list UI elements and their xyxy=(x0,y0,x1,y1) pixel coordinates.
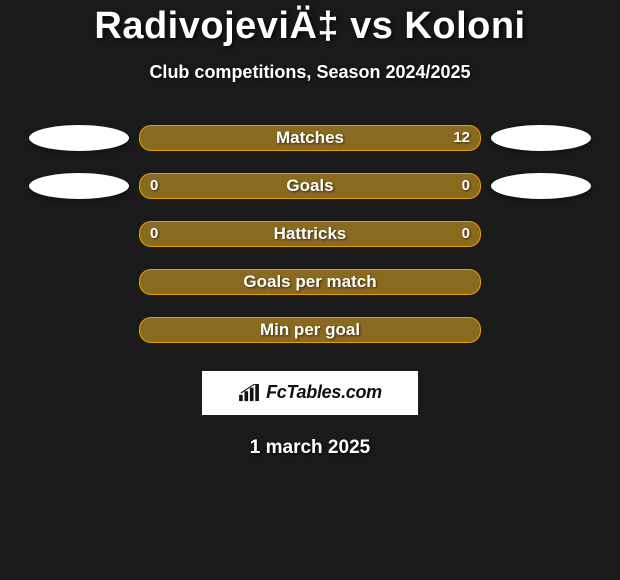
stat-rows: Matches 12 0 Goals 0 0 Hattricks 0 Goals per mat… xyxy=(0,125,620,343)
stat-bar: Matches 12 xyxy=(139,125,481,151)
stat-label: Goals xyxy=(286,176,333,196)
stat-bar: 0 Goals 0 xyxy=(139,173,481,199)
stat-row: 0 Goals 0 xyxy=(0,173,620,199)
site-badge[interactable]: FcTables.com xyxy=(202,371,418,415)
stat-row: 0 Hattricks 0 xyxy=(0,221,620,247)
chart-icon xyxy=(238,384,260,402)
player-left-marker xyxy=(29,173,129,199)
stat-bar: 0 Hattricks 0 xyxy=(139,221,481,247)
stat-label: Matches xyxy=(276,128,344,148)
stat-left-value: 0 xyxy=(150,177,158,194)
page-title: RadivojeviÄ‡ vs Koloni xyxy=(0,4,620,50)
stat-bar: Goals per match xyxy=(139,269,481,295)
player-right-marker xyxy=(491,173,591,199)
stat-right-value: 0 xyxy=(462,225,470,242)
player-left-marker xyxy=(29,125,129,151)
stat-row: Matches 12 xyxy=(0,125,620,151)
stat-left-value: 0 xyxy=(150,225,158,242)
stat-label: Hattricks xyxy=(274,224,347,244)
stat-row: Min per goal xyxy=(0,317,620,343)
player-right-marker xyxy=(491,125,591,151)
stat-label: Min per goal xyxy=(260,320,360,340)
subtitle: Club competitions, Season 2024/2025 xyxy=(0,62,620,83)
stat-row: Goals per match xyxy=(0,269,620,295)
stat-right-value: 0 xyxy=(462,177,470,194)
badge-text: FcTables.com xyxy=(266,382,382,403)
stat-label: Goals per match xyxy=(243,272,376,292)
stat-right-value: 12 xyxy=(453,129,470,146)
container: RadivojeviÄ‡ vs Koloni Club competitions… xyxy=(0,0,620,459)
stat-bar: Min per goal xyxy=(139,317,481,343)
date-label: 1 march 2025 xyxy=(0,437,620,459)
